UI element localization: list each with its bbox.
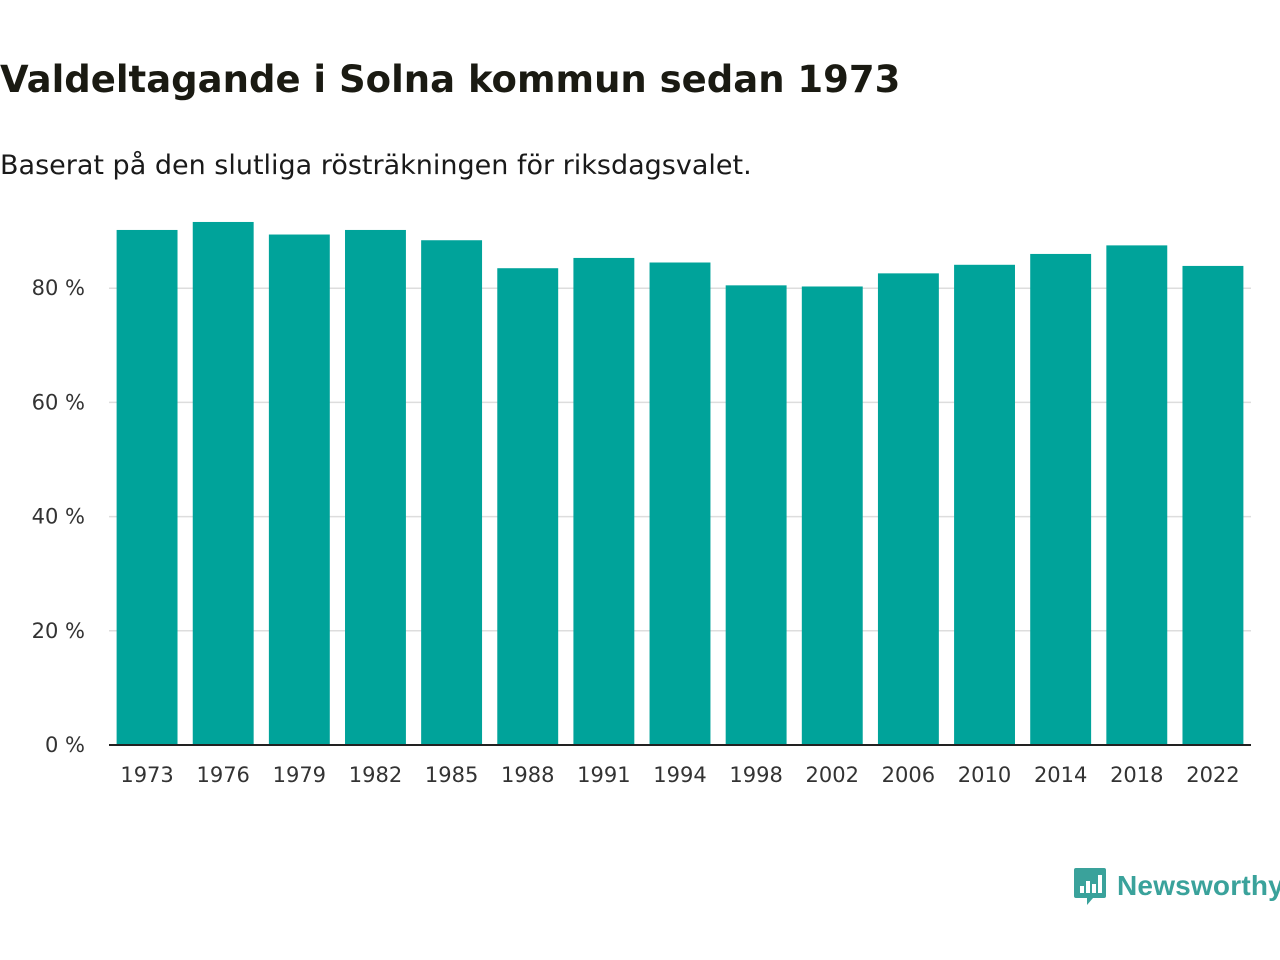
bar-2010 bbox=[954, 264, 1015, 745]
x-tick-label: 2014 bbox=[1034, 763, 1087, 787]
bar-1982 bbox=[345, 229, 406, 745]
x-axis-ticks: 1973 1976 1979 1982 1985 1988 1991 1994 1998 2002… bbox=[120, 763, 1239, 787]
y-tick-label: 60 % bbox=[32, 390, 85, 414]
bar-2006 bbox=[877, 273, 939, 745]
bar-1988 bbox=[497, 268, 559, 745]
chart-title: Valdeltagande i Solna kommun sedan 1973 bbox=[0, 58, 901, 101]
x-tick-label: 1994 bbox=[653, 763, 706, 787]
x-tick-label: 1976 bbox=[196, 763, 249, 787]
bar-2014 bbox=[1030, 253, 1092, 745]
x-tick-label: 2010 bbox=[958, 763, 1011, 787]
y-axis-ticks: 0 % 20 % 40 % 60 % 80 % bbox=[32, 276, 85, 757]
x-tick-label: 1988 bbox=[501, 763, 554, 787]
x-tick-label: 2018 bbox=[1110, 763, 1163, 787]
brand-name: Newsworthy bbox=[1117, 870, 1280, 901]
x-tick-label: 1979 bbox=[273, 763, 326, 787]
x-tick-label: 2002 bbox=[806, 763, 859, 787]
bar-1991 bbox=[573, 257, 635, 745]
bar-1976 bbox=[192, 221, 254, 746]
bar-chart: 0 % 20 % 40 % 60 % 80 % 1973 1976 1979 1982 1985… bbox=[32, 221, 1251, 787]
bar-1994 bbox=[649, 262, 711, 745]
bar-2002 bbox=[801, 286, 863, 745]
bar-1973 bbox=[116, 229, 178, 745]
x-tick-label: 1991 bbox=[577, 763, 630, 787]
x-tick-label: 1985 bbox=[425, 763, 478, 787]
y-tick-label: 80 % bbox=[32, 276, 85, 300]
newsworthy-logo: Newsworthy bbox=[1073, 866, 1280, 906]
bar-2022 bbox=[1182, 265, 1244, 745]
y-tick-label: 0 % bbox=[45, 733, 85, 757]
x-tick-label: 1973 bbox=[120, 763, 173, 787]
x-tick-label: 2006 bbox=[882, 763, 935, 787]
bar-1998 bbox=[725, 285, 787, 745]
y-tick-label: 20 % bbox=[32, 619, 85, 643]
bar-1979 bbox=[268, 234, 330, 745]
x-tick-label: 1982 bbox=[349, 763, 402, 787]
chart-subtitle: Baserat på den slutliga rösträkningen fö… bbox=[0, 150, 752, 181]
newsworthy-icon bbox=[1074, 868, 1106, 905]
x-tick-label: 2022 bbox=[1186, 763, 1239, 787]
x-tick-label: 1998 bbox=[729, 763, 782, 787]
y-tick-label: 40 % bbox=[32, 505, 85, 529]
bars bbox=[116, 221, 1244, 746]
bar-1985 bbox=[421, 240, 483, 745]
bar-2018 bbox=[1106, 245, 1168, 745]
